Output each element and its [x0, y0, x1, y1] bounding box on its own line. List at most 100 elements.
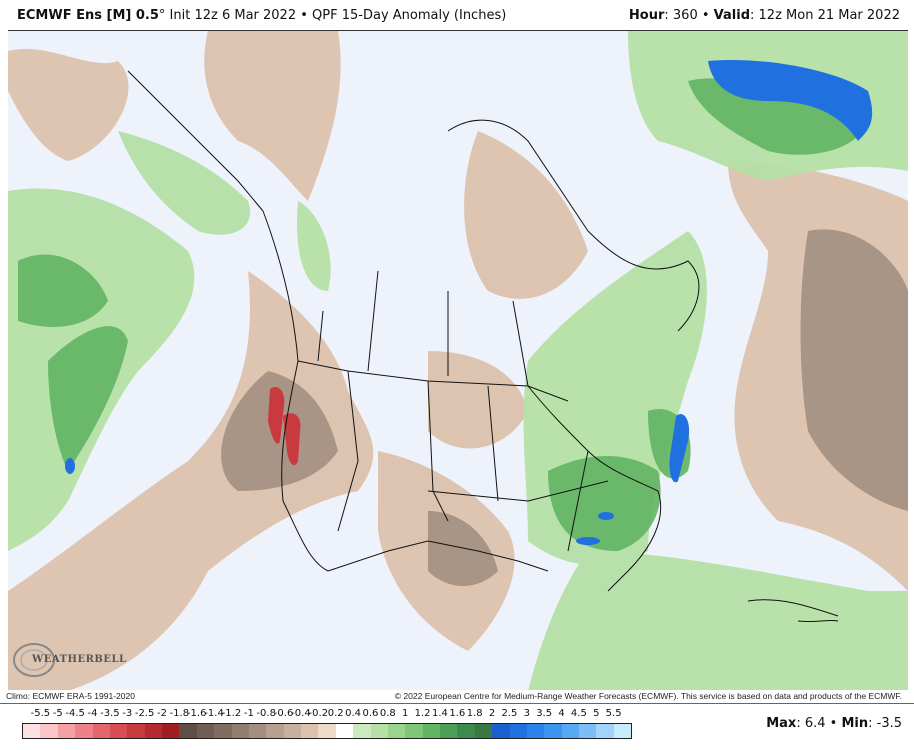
legend-swatch	[162, 724, 180, 738]
legend-swatch	[179, 724, 197, 738]
legend-tick-label: -0.2	[308, 708, 329, 719]
separator: •	[300, 8, 308, 23]
legend-swatch	[387, 724, 406, 738]
product-name: QPF 15-Day Anomaly (Inches)	[312, 8, 507, 23]
political-boundaries	[127, 70, 839, 623]
legend-tick-label: 5	[593, 708, 600, 719]
valid-value: : 12z Mon 21 Mar 2022	[750, 8, 900, 23]
legend-swatch	[301, 724, 319, 738]
valid-time-info: Hour: 360 • Valid: 12z Mon 21 Mar 2022	[629, 8, 900, 23]
legend-swatch	[109, 724, 128, 738]
legend-swatch	[544, 724, 562, 738]
legend-tick-label: -5	[52, 708, 63, 719]
legend-tick-label: -0.6	[273, 708, 294, 719]
legend-tick-label: 3	[523, 708, 530, 719]
legend-tick-label: 2	[488, 708, 496, 719]
legend-tick-label: -2.5	[134, 708, 155, 719]
legend-swatch	[561, 724, 579, 738]
legend-swatch	[23, 724, 41, 738]
legend-swatch	[318, 724, 336, 738]
legend-tick-label: -4	[87, 708, 98, 719]
legend-swatch	[457, 724, 475, 738]
legend-swatch	[492, 724, 510, 738]
legend-swatch	[613, 724, 632, 738]
legend-swatch	[40, 724, 58, 738]
max-min-values: Max: 6.4 • Min: -3.5	[766, 716, 902, 731]
legend-swatch	[579, 724, 597, 738]
legend-tick-label: -1.6	[186, 708, 207, 719]
very-dry-areas	[268, 386, 301, 466]
legend-swatch	[231, 724, 249, 738]
legend-tick-label: -2	[156, 708, 167, 719]
legend-tick-label: 1.8	[466, 708, 483, 719]
legend-tick-labels: -5.5 -5 -4.5 -4 -3.5 -3 -2.5 -2 -1.8 -1.6 -1.4 -1.2…	[22, 708, 662, 722]
valid-label: Valid	[713, 8, 751, 23]
legend-tick-label: 4	[558, 708, 565, 719]
map-title: ECMWF Ens [M] 0.5° Init 12z 6 Mar 2022 •…	[17, 8, 506, 23]
max-value: : 6.4	[796, 716, 826, 731]
legend-tick-label: -4.5	[65, 708, 85, 719]
legend-swatch	[422, 724, 440, 738]
legend-swatch	[509, 724, 527, 738]
legend-tick-label: -0.8	[256, 708, 276, 719]
logo-text: WEATHERBELL	[32, 654, 127, 665]
legend-color-bar	[22, 723, 632, 739]
legend-tick-label: -1.4	[204, 708, 224, 719]
legend-swatch	[196, 724, 215, 738]
legend-swatch	[92, 724, 110, 738]
copyright-text: © 2022 European Centre for Medium-Range …	[394, 691, 902, 701]
legend-tick-label: -3.5	[100, 708, 120, 719]
legend-swatch	[57, 724, 76, 738]
legend-tick-label: 3.5	[536, 708, 553, 719]
separator: •	[701, 8, 710, 23]
climo-text: Climo: ECMWF ERA-5 1991-2020	[6, 691, 135, 701]
credit-bar: Climo: ECMWF ERA-5 1991-2020 © 2022 Euro…	[0, 690, 914, 704]
legend-tick-label: 5.5	[605, 708, 622, 719]
legend-swatch	[144, 724, 162, 738]
separator: •	[829, 716, 838, 731]
legend-swatch	[474, 724, 493, 738]
legend-swatch	[283, 724, 301, 738]
legend-swatch	[440, 724, 458, 738]
min-label: Min	[841, 716, 869, 731]
legend-tick-label: 0.2	[327, 708, 344, 719]
logo-swirl-icon	[13, 643, 55, 677]
moderate-wet-areas	[18, 78, 868, 551]
hour-value: : 360	[664, 8, 698, 23]
min-value: : -3.5	[868, 716, 902, 731]
max-label: Max	[766, 716, 797, 731]
legend-tick-label: -0.4	[291, 708, 311, 719]
legend-tick-label: 0.8	[379, 708, 396, 719]
legend-tick-label: -1.8	[169, 708, 190, 719]
legend-swatch	[335, 724, 354, 738]
legend-tick-label: -1	[243, 708, 254, 719]
init-time: Init 12z 6 Mar 2022	[169, 8, 297, 23]
legend-tick-label: 2.5	[501, 708, 518, 719]
legend-tick-label: 1.6	[449, 708, 466, 719]
heavy-wet-areas	[65, 60, 873, 545]
legend-tick-label: 0.6	[362, 708, 379, 719]
hour-label: Hour	[628, 8, 665, 23]
legend-tick-label: -3	[122, 708, 133, 719]
legend-swatch	[248, 724, 267, 738]
header: ECMWF Ens [M] 0.5° Init 12z 6 Mar 2022 •…	[0, 0, 914, 30]
legend-swatch	[75, 724, 93, 738]
legend-swatch	[370, 724, 388, 738]
map-graphic	[8, 31, 908, 691]
legend-swatch	[405, 724, 423, 738]
legend-swatch	[266, 724, 284, 738]
legend-swatch	[127, 724, 145, 738]
legend-swatch	[353, 724, 371, 738]
legend-tick-label: 4.5	[570, 708, 587, 719]
color-legend: -5.5 -5 -4.5 -4 -3.5 -3 -2.5 -2 -1.8 -1.6 -1.4 -1.2…	[22, 708, 662, 739]
legend-tick-label: -5.5	[30, 708, 51, 719]
legend-tick-label: 1.2	[414, 708, 431, 719]
legend-tick-label: 0.4	[345, 708, 361, 719]
legend-tick-label: 1.4	[431, 708, 448, 719]
legend-swatch	[214, 724, 232, 738]
weatherbell-logo: WEATHERBELL	[10, 640, 126, 680]
legend-tick-label: 1	[401, 708, 409, 719]
degree-symbol: °	[158, 8, 166, 23]
model-name: ECMWF Ens [M] 0.5	[17, 8, 159, 23]
legend-tick-label: -1.2	[221, 708, 242, 719]
